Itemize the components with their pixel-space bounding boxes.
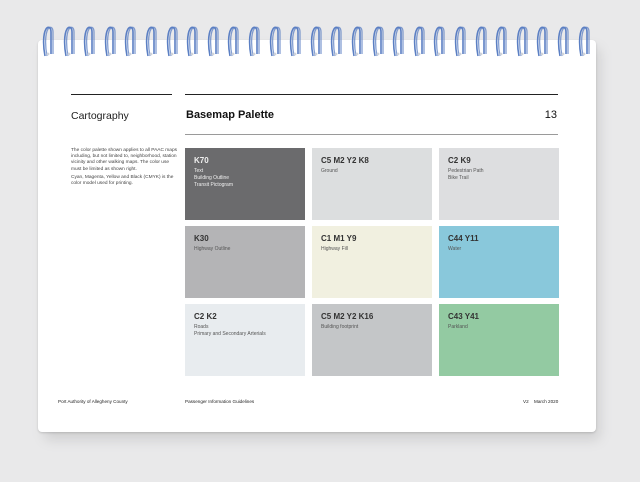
binding-ring xyxy=(145,26,157,58)
swatch-usage-line: Parkland xyxy=(448,324,468,330)
swatch-usage: Ground xyxy=(321,168,423,175)
color-swatch: C1 M1 Y9 Highway Fill xyxy=(312,226,432,298)
binding-ring xyxy=(516,26,528,58)
swatch-code: K70 xyxy=(194,156,209,165)
swatch-code: C5 M2 Y2 K16 xyxy=(321,312,374,321)
binding-ring xyxy=(475,26,487,58)
swatch-code: C43 Y41 xyxy=(448,312,479,321)
page-heading: Basemap Palette xyxy=(186,109,275,121)
swatch-usage: Highway Fill xyxy=(321,246,423,253)
color-swatch: C2 K2 Roads Primary and Secondary Arterial… xyxy=(185,304,305,376)
sidebar-top-rule xyxy=(71,94,172,95)
swatch-usage: Pedestrian Path Bike Trail xyxy=(448,168,550,182)
description-paragraph: The color palette shown applies to all P… xyxy=(71,148,178,172)
color-swatch: C5 M2 Y2 K16 Building footprint xyxy=(312,304,432,376)
binding-ring xyxy=(83,26,95,58)
binding-ring xyxy=(454,26,466,58)
binding-ring xyxy=(104,26,116,58)
binding-ring xyxy=(557,26,569,58)
swatch-code: K30 xyxy=(194,234,209,243)
color-swatch: K70 Text Building Outline Transit Pictogram xyxy=(185,148,305,220)
footer-date: March 2020 xyxy=(534,399,559,404)
swatch-usage-line: Highway Outline xyxy=(194,246,231,252)
binding-ring xyxy=(310,26,322,58)
notebook-page: Cartography Basemap Palette 13 The color… xyxy=(38,40,596,432)
swatch-code: C2 K9 xyxy=(448,156,471,165)
binding-ring xyxy=(124,26,137,58)
color-swatch: C44 Y11 Water xyxy=(439,226,559,298)
page-number: 13 xyxy=(544,109,557,121)
swatch-usage: Roads Primary and Secondary Arterials xyxy=(194,324,296,338)
color-swatch: C5 M2 Y2 K8 Ground xyxy=(312,148,432,220)
color-swatch: K30 Highway Outline xyxy=(185,226,305,298)
binding-ring xyxy=(392,26,404,58)
color-swatch: C2 K9 Pedestrian Path Bike Trail xyxy=(439,148,559,220)
footer-document: Passenger Information Guidelines xyxy=(185,399,255,404)
footer-version: V2 xyxy=(523,399,529,404)
swatch-usage-line: Water xyxy=(448,246,462,252)
swatch-usage-line: Highway Fill xyxy=(321,246,348,252)
swatch-usage-line: Building footprint xyxy=(321,324,359,330)
swatch-usage: Highway Outline xyxy=(194,246,296,253)
spiral-binding xyxy=(38,26,596,60)
swatch-usage-line: Roads xyxy=(194,324,209,330)
swatch-usage-line: Building Outline xyxy=(194,175,230,181)
binding-ring xyxy=(269,26,281,58)
swatch-code: C2 K2 xyxy=(194,312,217,321)
swatch-usage-line: Ground xyxy=(321,168,338,174)
swatch-usage-line: Pedestrian Path xyxy=(448,168,484,174)
swatch-code: C44 Y11 xyxy=(448,234,479,243)
binding-ring xyxy=(186,26,198,58)
binding-ring xyxy=(433,26,446,58)
color-swatch: C43 Y41 Parkland xyxy=(439,304,559,376)
binding-ring xyxy=(248,26,260,58)
binding-ring xyxy=(413,26,425,58)
binding-ring xyxy=(495,26,507,58)
swatch-usage-line: Transit Pictogram xyxy=(194,182,233,188)
swatch-usage: Parkland xyxy=(448,324,550,331)
binding-ring xyxy=(227,26,240,58)
swatch-usage-line: Text xyxy=(194,168,204,174)
swatch-usage-line: Bike Trail xyxy=(448,175,469,181)
swatch-usage-line: Primary and Secondary Arterials xyxy=(194,331,266,337)
swatch-code: C1 M1 Y9 xyxy=(321,234,357,243)
binding-ring xyxy=(536,26,549,58)
binding-ring xyxy=(351,26,363,58)
binding-ring xyxy=(289,26,301,58)
binding-ring xyxy=(330,26,343,58)
binding-ring xyxy=(372,26,384,58)
swatch-usage: Text Building Outline Transit Pictogram xyxy=(194,168,296,189)
header-top-rule xyxy=(185,94,558,95)
swatch-usage: Building footprint xyxy=(321,324,423,331)
binding-ring xyxy=(578,26,590,58)
binding-ring xyxy=(207,26,219,58)
swatch-code: C5 M2 Y2 K8 xyxy=(321,156,369,165)
section-title: Cartography xyxy=(71,110,129,122)
binding-ring xyxy=(166,26,178,58)
header-bottom-rule xyxy=(185,134,558,135)
binding-ring xyxy=(42,26,54,58)
footer-organization: Port Authority of Allegheny County xyxy=(58,399,128,404)
swatch-usage: Water xyxy=(448,246,550,253)
palette-grid: K70 Text Building Outline Transit Pictogram… xyxy=(185,148,559,376)
palette-description: The color palette shown applies to all P… xyxy=(71,148,179,187)
description-paragraph: Cyan, Magenta, Yellow and Black (CMYK) i… xyxy=(71,174,174,187)
binding-ring xyxy=(63,26,75,58)
